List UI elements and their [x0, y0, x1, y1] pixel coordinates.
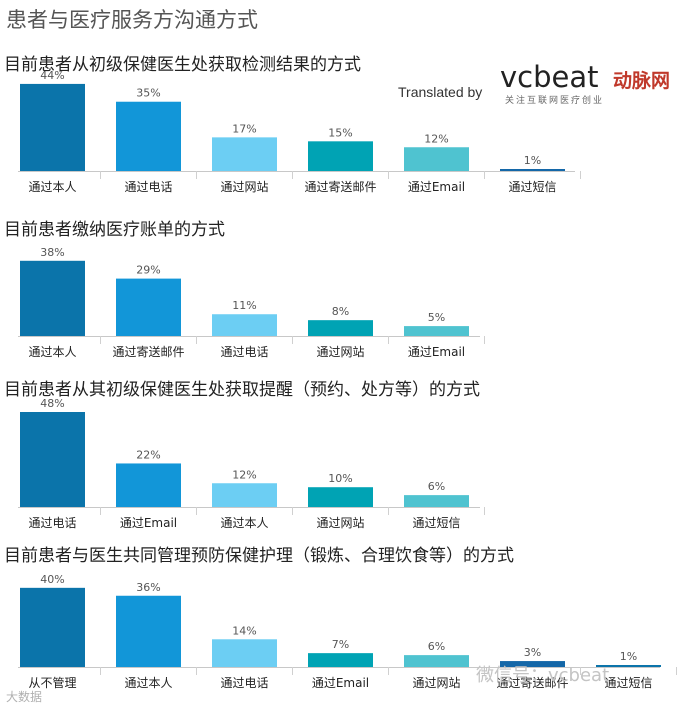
data-label-3: 11%	[232, 299, 256, 312]
data-label-1: 40%	[40, 573, 64, 586]
data-label-1: 48%	[40, 397, 64, 410]
data-label-6: 3%	[524, 646, 541, 659]
category-label-1: 通过本人	[28, 180, 76, 194]
category-label-5: 通过短信	[412, 516, 460, 530]
data-label-1: 38%	[40, 246, 64, 259]
bar-4	[308, 320, 373, 336]
logo-wordmark: vcbeat	[500, 60, 599, 94]
category-label-4: 通过网站	[316, 516, 364, 530]
bar-5	[404, 326, 469, 336]
category-label-6: 通过短信	[508, 180, 556, 194]
translated-by-label: Translated by	[398, 84, 483, 100]
bar-1	[20, 412, 85, 507]
data-label-2: 35%	[136, 87, 160, 100]
data-label-6: 1%	[524, 154, 541, 167]
category-label-4: 通过网站	[316, 345, 364, 359]
data-label-1: 44%	[40, 69, 64, 82]
bar-4	[308, 653, 373, 667]
data-label-4: 10%	[328, 472, 352, 485]
bar-1	[20, 587, 85, 667]
data-label-2: 36%	[136, 581, 160, 594]
bar-5	[404, 495, 469, 507]
data-label-2: 22%	[136, 448, 160, 461]
bar-2	[116, 278, 181, 336]
watermark-right: 微信号：vcbeat	[476, 665, 610, 686]
bar-2	[116, 595, 181, 667]
category-label-4: 通过Email	[312, 676, 369, 690]
category-label-2: 通过Email	[120, 516, 177, 530]
chart-2-title: 目前患者缴纳医疗账单的方式	[4, 220, 225, 240]
bar-6	[500, 661, 565, 667]
bar-2	[116, 101, 181, 171]
category-label-2: 通过寄送邮件	[112, 344, 184, 359]
category-label-1: 通过电话	[28, 516, 76, 530]
bar-1	[20, 83, 85, 171]
data-label-4: 7%	[332, 638, 349, 651]
bar-3	[212, 137, 277, 171]
bar-3	[212, 483, 277, 507]
data-label-3: 12%	[232, 468, 256, 481]
category-label-1: 通过本人	[28, 345, 76, 359]
bar-4	[308, 141, 373, 171]
category-label-3: 通过电话	[220, 676, 268, 690]
chart-3-title: 目前患者从其初级保健医生处获取提醒（预约、处方等）的方式	[4, 380, 480, 400]
data-label-4: 8%	[332, 305, 349, 318]
data-label-5: 6%	[428, 640, 445, 653]
data-label-2: 29%	[136, 264, 160, 277]
logo-chinese-name: 动脉网	[613, 70, 671, 92]
category-label-2: 通过电话	[124, 180, 172, 194]
category-label-5: 通过Email	[408, 345, 465, 359]
bar-2	[116, 463, 181, 507]
bar-1	[20, 260, 85, 336]
page-title: 患者与医疗服务方沟通方式	[6, 8, 258, 32]
data-label-5: 5%	[428, 311, 445, 324]
bar-6	[500, 169, 565, 171]
bar-3	[212, 639, 277, 667]
bar-4	[308, 487, 373, 507]
data-label-7: 1%	[620, 650, 637, 663]
data-label-4: 15%	[328, 126, 352, 139]
data-label-5: 12%	[424, 132, 448, 145]
data-label-5: 6%	[428, 480, 445, 493]
category-label-2: 通过本人	[124, 676, 172, 690]
bar-5	[404, 147, 469, 171]
category-label-3: 通过网站	[220, 180, 268, 194]
data-label-3: 17%	[232, 122, 256, 135]
bar-7	[596, 665, 661, 667]
category-label-1: 从不管理	[28, 675, 76, 690]
category-label-5: 通过Email	[408, 180, 465, 194]
logo-tagline: 关注互联网医疗创业	[505, 96, 605, 106]
category-label-7: 通过短信	[604, 676, 652, 690]
watermark-left: 大数据	[6, 690, 43, 704]
chart-4-title: 目前患者与医生共同管理预防保健护理（锻炼、合理饮食等）的方式	[4, 546, 514, 566]
bar-3	[212, 314, 277, 336]
vcbeat-logo: vcbeat 动脉网 关注互联网医疗创业	[497, 60, 677, 110]
category-label-3: 通过本人	[220, 516, 268, 530]
bar-5	[404, 655, 469, 667]
data-label-3: 14%	[232, 624, 256, 637]
category-label-6: 通过寄送邮件	[496, 675, 568, 690]
chart-1-title: 目前患者从初级保健医生处获取检测结果的方式	[4, 55, 361, 75]
category-label-4: 通过寄送邮件	[304, 179, 376, 194]
category-label-5: 通过网站	[412, 676, 460, 690]
category-label-3: 通过电话	[220, 345, 268, 359]
